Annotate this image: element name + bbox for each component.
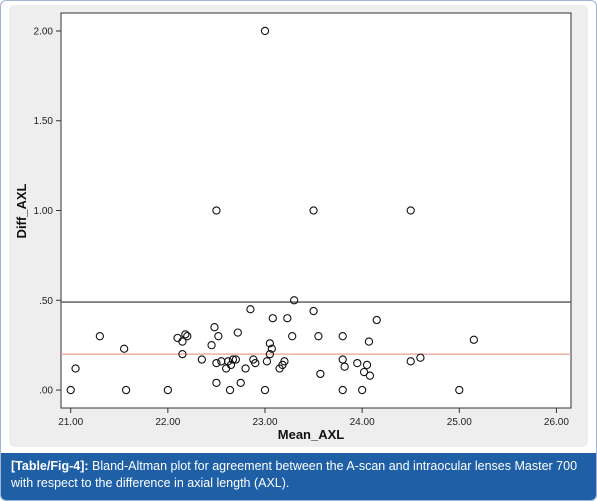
data-point <box>314 332 323 341</box>
data-point <box>357 385 367 395</box>
data-point <box>178 337 187 346</box>
data-point <box>210 323 219 332</box>
data-point <box>178 349 187 359</box>
bland-altman-chart: 21.00 22.00 23.00 24.00 25.00 26.00 .00 .50 1.0… <box>14 12 572 442</box>
x-tick-label: 22.00 <box>155 417 180 428</box>
data-point <box>416 353 425 362</box>
data-point <box>233 328 242 337</box>
data-point <box>260 385 270 395</box>
data-point <box>338 385 347 395</box>
data-point <box>212 206 221 215</box>
figure-caption: [Table/Fig-4]: Bland-Altman plot for agr… <box>1 453 596 500</box>
data-point <box>364 337 374 346</box>
data-point <box>283 314 292 323</box>
data-point <box>183 332 192 341</box>
caption-label: [Table/Fig-4]: <box>11 459 89 473</box>
data-point <box>214 332 223 341</box>
data-point <box>372 315 381 325</box>
data-point <box>353 358 362 368</box>
data-point <box>362 360 372 370</box>
data-point <box>365 371 375 380</box>
y-tick-label: .50 <box>39 296 53 307</box>
data-point <box>212 378 221 388</box>
data-point <box>406 206 415 215</box>
data-point <box>226 360 236 370</box>
data-point <box>181 330 190 339</box>
data-point <box>338 332 347 341</box>
x-axis-title: Mean_AXL <box>278 427 345 442</box>
data-point <box>340 362 349 371</box>
data-point <box>241 364 250 373</box>
data-point <box>262 357 272 366</box>
data-point <box>280 357 289 366</box>
data-point <box>119 344 129 353</box>
data-point <box>225 385 235 395</box>
data-point <box>469 335 479 344</box>
x-tick-label: 23.00 <box>252 417 277 428</box>
y-tick-label: .00 <box>39 386 53 397</box>
x-tick-label: 21.00 <box>58 417 83 428</box>
data-point <box>359 367 369 377</box>
data-point <box>71 364 80 373</box>
data-point <box>236 378 245 388</box>
data-point <box>265 339 275 348</box>
data-point <box>309 206 318 215</box>
data-point <box>228 355 238 364</box>
data-point <box>267 344 276 353</box>
data-point <box>455 385 464 395</box>
plot-area <box>60 12 572 409</box>
data-point <box>260 26 270 36</box>
y-axis-title: Diff_AXL <box>14 183 29 238</box>
data-point <box>406 357 415 366</box>
data-point <box>246 305 255 314</box>
data-point <box>289 296 299 305</box>
data-point <box>231 355 241 364</box>
data-point <box>265 349 275 359</box>
data-point <box>316 369 325 379</box>
y-tick-label: 2.00 <box>34 26 54 37</box>
y-tick-label: 1.50 <box>34 116 54 127</box>
data-point <box>309 306 318 316</box>
data-point <box>207 341 216 350</box>
data-point <box>288 332 297 341</box>
data-point <box>197 355 207 364</box>
data-point <box>251 358 260 368</box>
data-point <box>95 332 105 341</box>
x-tick-label: 25.00 <box>447 417 472 428</box>
data-point <box>212 358 221 368</box>
caption-text: Bland-Altman plot for agreement between … <box>11 459 578 490</box>
y-tick-label: 1.00 <box>34 206 54 217</box>
x-tick-label: 26.00 <box>544 417 569 428</box>
x-tick-label: 24.00 <box>350 417 375 428</box>
data-point <box>268 314 277 323</box>
data-point <box>121 385 131 395</box>
data-point <box>66 385 75 395</box>
data-point <box>163 385 173 395</box>
